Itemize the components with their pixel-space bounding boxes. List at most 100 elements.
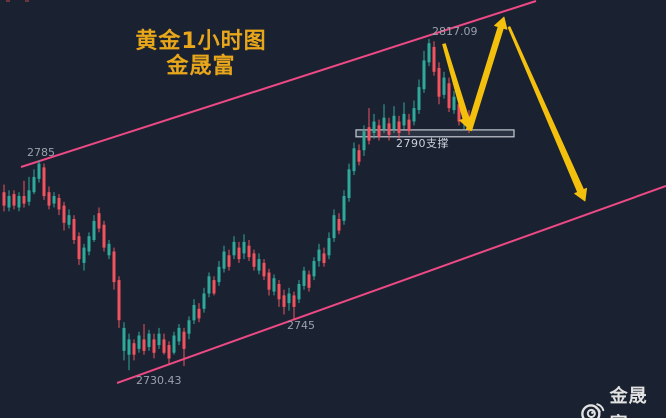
candle-down xyxy=(212,280,216,294)
candle xyxy=(277,280,281,307)
candle-down xyxy=(57,198,61,210)
candle xyxy=(2,184,6,212)
price-label-2730: 2730.43 xyxy=(136,374,182,387)
watermark-text: 金晟富 xyxy=(609,386,648,418)
candle xyxy=(252,249,256,271)
candle-down xyxy=(262,262,266,277)
candle-down xyxy=(387,123,391,135)
upper-channel-line xyxy=(20,0,537,168)
candle-up xyxy=(122,327,126,351)
candle-up xyxy=(222,251,226,269)
candle xyxy=(52,192,56,208)
candle-up xyxy=(242,241,246,254)
candle-up xyxy=(287,293,291,304)
candle-up xyxy=(37,163,41,179)
candle-down xyxy=(367,127,371,141)
candle-up xyxy=(127,339,131,355)
candle-up xyxy=(232,241,236,256)
candle-up xyxy=(352,148,356,172)
candle xyxy=(387,117,391,141)
candle-down xyxy=(457,104,461,122)
candle-down xyxy=(62,205,66,223)
candle-down xyxy=(307,274,311,288)
candle-up xyxy=(202,293,206,309)
candle xyxy=(62,201,66,231)
candle-down xyxy=(167,345,171,359)
candle xyxy=(437,62,441,105)
candle xyxy=(87,232,91,256)
candle xyxy=(432,41,436,76)
candle xyxy=(307,270,311,292)
candle-up xyxy=(17,196,21,208)
candle xyxy=(412,100,416,126)
candle-up xyxy=(302,270,306,286)
candle-up xyxy=(187,320,191,334)
candle-down xyxy=(132,343,136,355)
candle xyxy=(397,115,401,139)
candle-up xyxy=(177,327,181,342)
candle xyxy=(417,79,421,114)
candle-down xyxy=(277,284,281,300)
candle-up xyxy=(147,333,151,347)
candle xyxy=(57,194,61,216)
candle xyxy=(407,113,411,135)
candle xyxy=(317,243,321,267)
candle-down xyxy=(47,192,51,206)
candle xyxy=(342,190,346,225)
candle-up xyxy=(172,335,176,353)
candle xyxy=(77,232,81,265)
candle xyxy=(232,236,236,260)
candle-up xyxy=(52,196,56,204)
candle-up xyxy=(67,215,71,225)
candle-up xyxy=(32,176,36,193)
candle xyxy=(152,333,156,359)
candle-down xyxy=(432,47,436,72)
candle xyxy=(187,316,191,340)
candle-up xyxy=(342,196,346,221)
price-label-2817: 2817.09 xyxy=(432,25,478,38)
candle xyxy=(42,163,46,200)
candle xyxy=(222,245,226,273)
candle-up xyxy=(452,96,456,111)
candle xyxy=(327,232,331,260)
candle xyxy=(382,104,386,133)
candle xyxy=(427,39,431,67)
candle-down xyxy=(2,192,6,206)
candle xyxy=(302,266,306,290)
price-label-2745: 2745 xyxy=(287,319,315,332)
candle-up xyxy=(87,236,91,252)
forecast-rally-to-channel-top-arrow xyxy=(465,16,508,132)
candle xyxy=(442,71,446,99)
candle-down xyxy=(22,196,26,204)
candle-up xyxy=(297,284,301,300)
candle xyxy=(172,331,176,355)
candle xyxy=(197,303,201,323)
candle-down xyxy=(368,108,370,145)
candle-down xyxy=(152,339,156,353)
candle-down xyxy=(77,236,81,260)
candle-up xyxy=(412,108,416,122)
candle xyxy=(312,257,316,281)
candle-up xyxy=(82,247,86,263)
candle xyxy=(127,333,131,371)
candle xyxy=(332,209,336,242)
candle xyxy=(167,341,171,365)
candle xyxy=(37,160,41,183)
candle-down xyxy=(267,272,271,290)
candle-down xyxy=(102,224,106,248)
candle-up xyxy=(107,243,111,256)
candle xyxy=(287,287,291,311)
candle-down xyxy=(247,245,251,258)
candle-up xyxy=(257,259,261,271)
candle xyxy=(177,324,181,346)
candle xyxy=(262,259,266,281)
candle xyxy=(12,190,16,210)
candle xyxy=(217,261,221,286)
chart-title: 黄金1小时图 金晟富 xyxy=(105,29,297,79)
candle xyxy=(137,331,141,353)
candle xyxy=(7,190,11,212)
candle xyxy=(292,291,296,321)
candle xyxy=(377,119,381,141)
candle-up xyxy=(402,113,406,126)
